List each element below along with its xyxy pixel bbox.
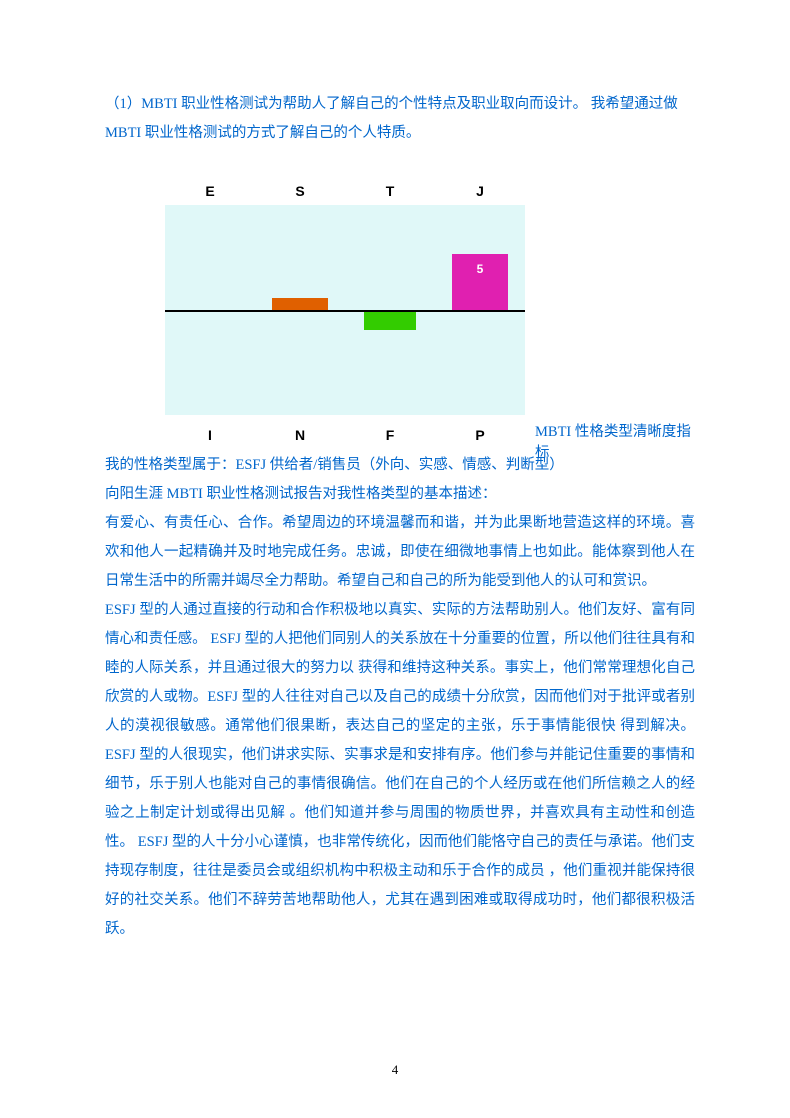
label-t: T	[345, 183, 435, 199]
label-s: S	[255, 183, 345, 199]
chart-bottom-labels: I N F P	[165, 427, 525, 443]
chart-top-labels: E S T J	[165, 183, 525, 199]
label-j: J	[435, 183, 525, 199]
body-p2: 向阳生涯 MBTI 职业性格测试报告对我性格类型的基本描述：	[105, 480, 695, 509]
label-p: P	[435, 427, 525, 443]
label-n: N	[255, 427, 345, 443]
body-p3: 有爱心、有责任心、合作。希望周边的环境温馨而和谐，并为此果断地营造这样的环境。喜…	[105, 509, 695, 596]
chart-bar-3: 5	[452, 254, 508, 310]
body-content: 我的性格类型属于：ESFJ 供给者/销售员（外向、实感、情感、判断型） 向阳生涯…	[105, 451, 695, 944]
chart-axis	[165, 310, 525, 312]
label-i: I	[165, 427, 255, 443]
intro-text: （1）MBTI 职业性格测试为帮助人了解自己的个性特点及职业取向而设计。 我希望…	[105, 90, 695, 148]
chart-bar-2	[364, 312, 416, 330]
intro-paragraph: （1）MBTI 职业性格测试为帮助人了解自己的个性特点及职业取向而设计。 我希望…	[105, 90, 695, 148]
mbti-chart: E S T J I N F P 5	[165, 183, 525, 443]
chart-bar-1	[272, 298, 328, 310]
label-e: E	[165, 183, 255, 199]
chart-bar-label-3: 5	[452, 262, 508, 276]
body-p4: ESFJ 型的人通过直接的行动和合作积极地以真实、实际的方法帮助别人。他们友好、…	[105, 596, 695, 944]
label-f: F	[345, 427, 435, 443]
chart-caption: MBTI 性格类型清晰度指标	[535, 420, 695, 462]
page-number: 4	[0, 1062, 790, 1078]
